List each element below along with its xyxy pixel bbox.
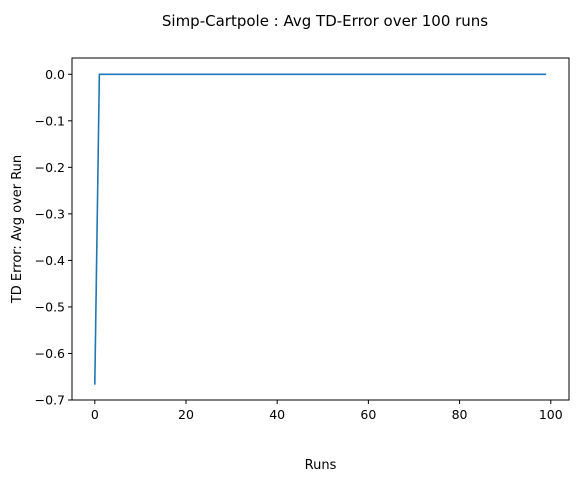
x-tick-label: 80 <box>452 407 468 422</box>
chart-title: Simp-Cartpole : Avg TD-Error over 100 ru… <box>162 12 488 30</box>
y-tick-label: −0.4 <box>35 253 65 268</box>
x-tick-label: 20 <box>178 407 194 422</box>
y-axis-label: TD Error: Avg over Run <box>10 155 25 304</box>
x-tick-label: 40 <box>269 407 285 422</box>
x-tick-label: 60 <box>360 407 376 422</box>
x-tick-label: 0 <box>91 407 99 422</box>
y-tick-label: −0.5 <box>35 299 65 314</box>
series-line-0 <box>94 73 547 385</box>
y-tick-label: −0.3 <box>35 206 65 221</box>
plot-frame <box>71 57 570 401</box>
x-axis-label: Runs <box>305 458 337 473</box>
y-tick-label: −0.1 <box>35 113 65 128</box>
y-tick-label: −0.7 <box>35 393 65 408</box>
y-tick-label: 0.0 <box>45 67 65 82</box>
x-tick-label: 100 <box>539 407 563 422</box>
y-tick-label: −0.6 <box>35 346 65 361</box>
y-tick-label: −0.2 <box>35 160 65 175</box>
